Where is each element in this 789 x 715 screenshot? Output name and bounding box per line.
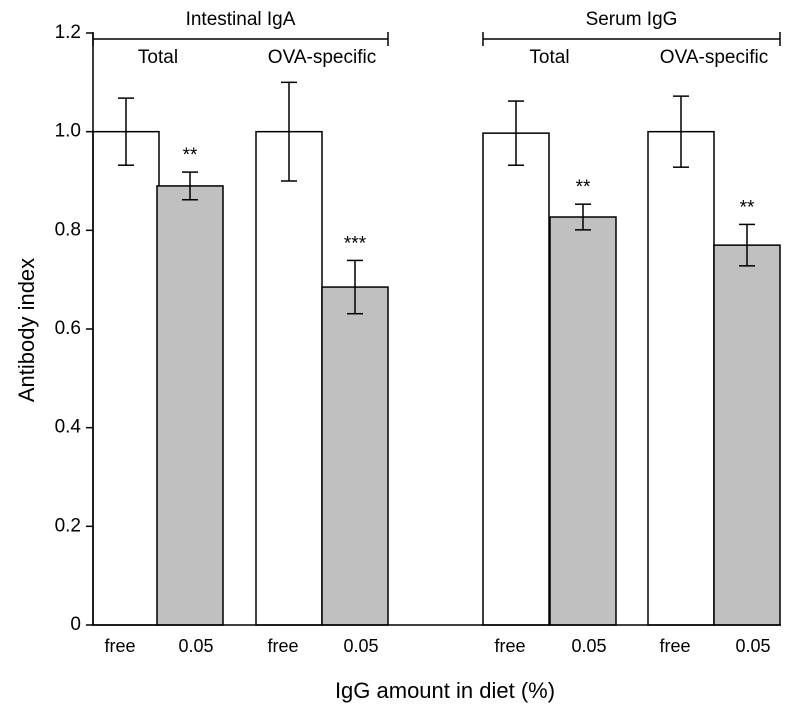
bar xyxy=(255,130,323,626)
x-tick-label: 0.05 xyxy=(343,636,378,656)
subgroup-label: OVA-specific xyxy=(660,47,768,68)
subgroup-label: Total xyxy=(138,47,178,68)
y-tick-label: 1.0 xyxy=(55,121,81,142)
bar xyxy=(92,130,160,626)
y-tick-label: 0.6 xyxy=(55,318,81,339)
bar xyxy=(321,286,389,626)
y-tick-label: 0.2 xyxy=(55,515,81,536)
group-label: Serum IgG xyxy=(586,9,678,30)
x-tick-label: 0.05 xyxy=(571,636,606,656)
y-axis-title: Antibody index xyxy=(14,258,39,402)
y-tick-label: 0.8 xyxy=(55,219,81,240)
significance-label: ** xyxy=(183,145,198,166)
group-label: Intestinal IgA xyxy=(186,9,296,30)
bar xyxy=(156,185,224,626)
x-tick-label: free xyxy=(104,636,135,656)
x-tick-label: free xyxy=(494,636,525,656)
y-tick-label: 0.4 xyxy=(55,417,82,438)
bar xyxy=(549,216,617,626)
y-tick-label: 1.2 xyxy=(55,22,81,43)
x-tick-label: free xyxy=(659,636,690,656)
x-tick-label: 0.05 xyxy=(735,636,770,656)
bar xyxy=(647,130,715,626)
x-tick-label: 0.05 xyxy=(178,636,213,656)
subgroup-label: Total xyxy=(529,47,569,68)
x-tick-label: free xyxy=(267,636,298,656)
significance-label: ** xyxy=(740,197,755,218)
significance-label: *** xyxy=(344,233,367,254)
significance-label: ** xyxy=(576,177,591,198)
subgroup-label: OVA-specific xyxy=(268,47,376,68)
y-tick-label: 0 xyxy=(70,614,81,635)
x-axis-title: IgG amount in diet (%) xyxy=(335,678,555,703)
bar xyxy=(482,132,550,626)
bar xyxy=(713,244,781,626)
